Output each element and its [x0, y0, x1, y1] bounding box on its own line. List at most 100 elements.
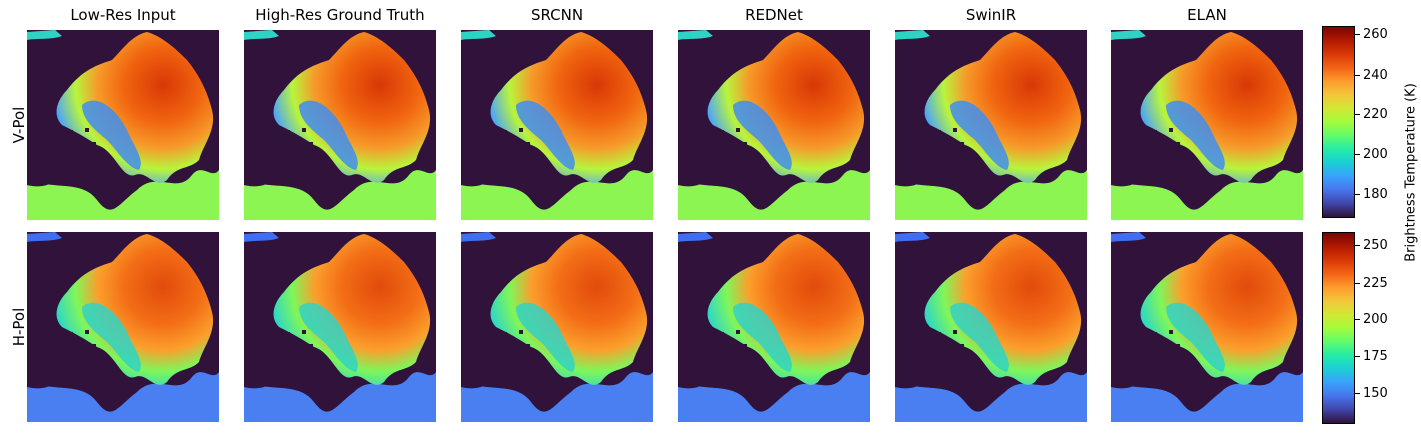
- island: [302, 128, 306, 132]
- colorbar-h-tick-label: 150: [1363, 386, 1388, 401]
- island: [1147, 344, 1151, 348]
- island: [1169, 128, 1173, 132]
- island: [1175, 344, 1180, 349]
- colorbar-v-tick-label: 180: [1363, 187, 1388, 202]
- sea-ice-field: [490, 234, 648, 385]
- map-panel-v-pol-3: [461, 30, 653, 220]
- island: [308, 344, 313, 349]
- open-ocean: [895, 372, 1087, 422]
- sea-ice-field: [56, 32, 214, 183]
- cold-ice-region: [950, 302, 1009, 372]
- column-title-elan: ELAN: [1187, 6, 1227, 24]
- cold-ice-region: [82, 302, 141, 372]
- colorbar-h-tick-label: 250: [1363, 238, 1388, 253]
- map-panel-h-pol-3: [461, 232, 653, 422]
- island: [953, 330, 957, 334]
- colorbar-v-pol: [1322, 26, 1355, 218]
- sea-ice-field: [1140, 32, 1298, 183]
- island: [750, 155, 753, 158]
- open-ocean: [27, 170, 219, 220]
- island: [497, 142, 501, 146]
- island: [718, 130, 724, 136]
- open-ocean: [244, 372, 436, 422]
- island: [1161, 138, 1166, 143]
- cold-ice-region: [299, 302, 358, 372]
- island: [77, 340, 82, 345]
- cold-ice-region: [516, 302, 575, 372]
- island: [750, 357, 753, 360]
- island: [316, 357, 319, 360]
- island: [736, 330, 740, 334]
- sea-ice-field: [273, 32, 431, 183]
- island: [290, 352, 294, 356]
- island: [728, 138, 733, 143]
- open-ocean: [1111, 372, 1303, 422]
- colorbar-h-tick: [1355, 393, 1360, 394]
- column-title-srcnn: SRCNN: [530, 6, 584, 24]
- island: [1175, 142, 1180, 147]
- land-mass: [461, 330, 493, 389]
- island: [742, 142, 747, 147]
- column-title-rednet: REDNet: [745, 6, 803, 24]
- island: [67, 332, 73, 338]
- island: [290, 150, 294, 154]
- island: [507, 150, 511, 154]
- open-ocean: [27, 372, 219, 422]
- cold-ice-region: [299, 100, 358, 170]
- colorbar-h-tick-label: 225: [1363, 276, 1388, 291]
- cold-ice-region: [1166, 302, 1225, 372]
- colorbar-v-tick: [1355, 194, 1360, 195]
- island: [1169, 330, 1173, 334]
- colorbar-v-tick-label: 220: [1363, 107, 1388, 122]
- map-panel-h-pol-4: [678, 232, 870, 422]
- colorbar-h-tick: [1355, 319, 1360, 320]
- map-panel-v-pol-1: [27, 30, 219, 220]
- island: [1151, 332, 1157, 338]
- island: [519, 128, 523, 132]
- island: [63, 344, 67, 348]
- island: [736, 128, 740, 132]
- island: [511, 340, 516, 345]
- row-label-h-pol: H-Pol: [10, 307, 28, 347]
- island: [73, 150, 77, 154]
- island: [945, 340, 950, 345]
- island: [497, 344, 501, 348]
- island: [1183, 357, 1186, 360]
- cold-ice-region: [82, 100, 141, 170]
- island: [99, 155, 102, 158]
- island: [67, 130, 73, 136]
- map-panel-h-pol-6: [1111, 232, 1303, 422]
- colorbar-h-tick: [1355, 245, 1360, 246]
- island: [724, 150, 728, 154]
- island: [77, 138, 82, 143]
- open-ocean: [461, 372, 653, 422]
- island: [1157, 150, 1161, 154]
- island: [280, 344, 284, 348]
- island: [525, 142, 530, 147]
- island: [99, 357, 102, 360]
- land-mass: [244, 128, 276, 187]
- map-panel-v-pol-6: [1111, 30, 1303, 220]
- island: [533, 155, 536, 158]
- island: [931, 344, 935, 348]
- sea-ice-field: [924, 234, 1082, 385]
- colorbar-h-tick: [1355, 356, 1360, 357]
- colorbar-v-tick: [1355, 34, 1360, 35]
- land-mass: [244, 330, 276, 389]
- island: [507, 352, 511, 356]
- cold-ice-region: [1166, 100, 1225, 170]
- island: [91, 142, 96, 147]
- open-ocean: [678, 372, 870, 422]
- cold-ice-region: [733, 100, 792, 170]
- island: [728, 340, 733, 345]
- sea-ice-field: [273, 234, 431, 385]
- map-panel-v-pol-4: [678, 30, 870, 220]
- land-mass: [678, 330, 710, 389]
- colorbar-h-pol: [1322, 232, 1355, 424]
- sea-ice-field: [707, 32, 865, 183]
- island: [742, 344, 747, 349]
- sea-ice-field: [707, 234, 865, 385]
- island: [511, 138, 516, 143]
- island: [85, 128, 89, 132]
- island: [73, 352, 77, 356]
